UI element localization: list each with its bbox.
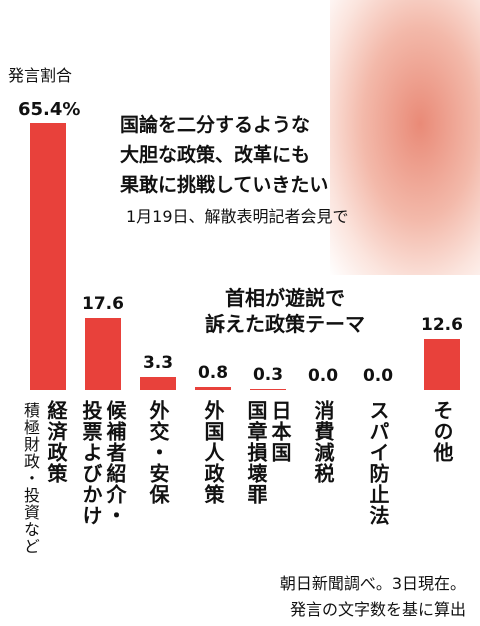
bar [140,376,176,390]
value-label: 65.4% [18,99,81,120]
bar [424,338,460,390]
quote-line: 果敢に挑戦していきたい [120,174,329,196]
note: 朝日新聞調べ。3日現在。 [279,574,466,593]
category-note: 積極財政・投資など [21,402,40,555]
category-label: 消費減税 [311,400,335,484]
category-label: 外交・安保 [146,400,170,505]
bar [195,386,231,390]
bar [85,318,121,390]
note: 発言の文字数を基に算出 [289,600,466,619]
photo [330,0,480,275]
quote-line: 大胆な政策、改革にも [120,144,311,166]
value-label: 0.3 [252,364,284,385]
value-label: 0.0 [307,366,339,386]
category-label: 外国人政策 [201,400,225,505]
value-label: 3.3 [142,352,174,373]
category-label: その他 [430,400,454,463]
value-caption: 発言割合 [8,66,73,85]
value-label: 17.6 [82,294,124,315]
bar [30,123,66,390]
bar [250,388,286,390]
chart-title: 首相が遊説で 訴えた政策テーマ [205,286,365,336]
category-label: 候補者紹介・ 投票よびかけ [79,400,127,526]
category-label: 日本国 国章損壊罪 [244,400,292,505]
value-label: 12.6 [421,314,463,335]
value-label: 0.8 [197,362,229,383]
quote-source: 1月19日、解散表明記者会見で [126,207,349,226]
category-label: 経済政策 [44,400,68,484]
quote-line: 国論を二分するような [120,114,311,136]
value-label: 0.0 [362,366,394,386]
category-label: スパイ防止法 [366,400,390,526]
